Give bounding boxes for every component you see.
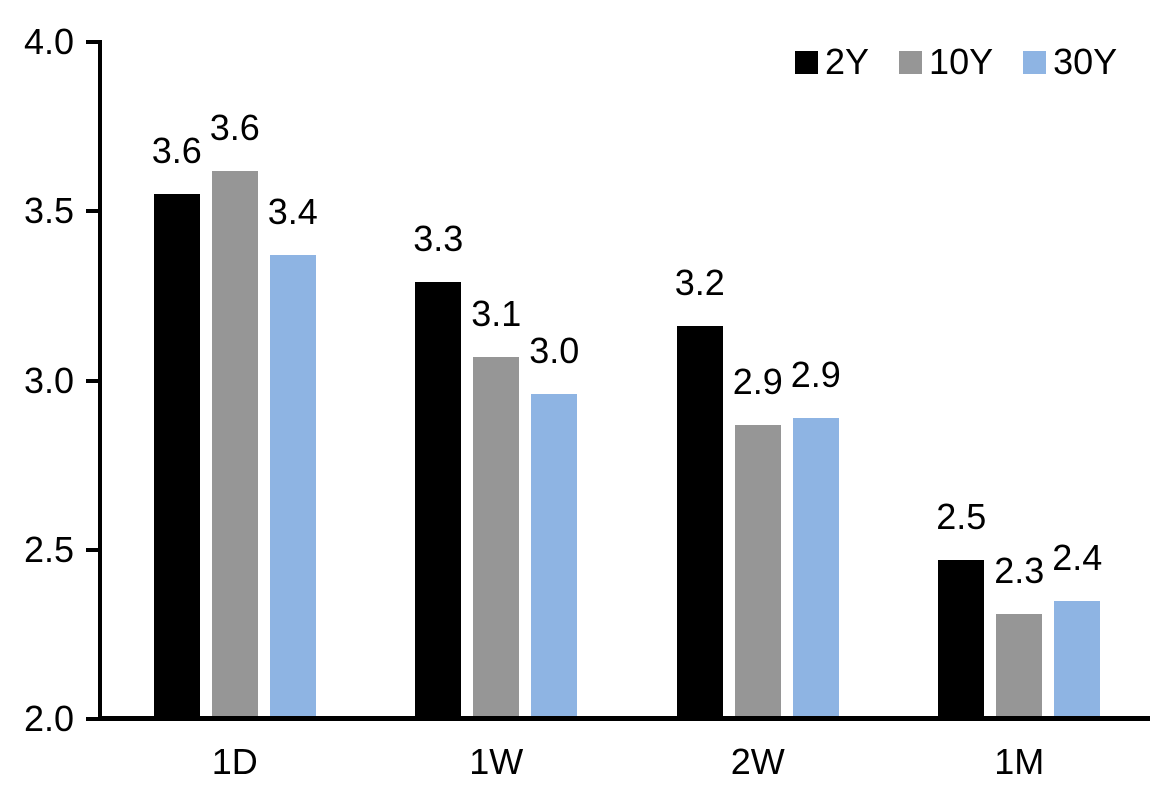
- bar-2y-1w: [415, 282, 462, 719]
- data-label-2y-1d: 3.6: [151, 130, 202, 172]
- data-label-10y-2w: 2.9: [732, 360, 783, 402]
- y-tick-label: 4.0: [23, 21, 74, 62]
- data-label-2y-1m: 2.5: [936, 495, 987, 537]
- bar-30y-2w: [792, 417, 839, 719]
- y-tick-label: 2.5: [23, 528, 74, 570]
- y-tick: [86, 209, 98, 214]
- y-tick-label: 3.5: [23, 190, 74, 232]
- x-axis-label-2w: 2W: [730, 741, 785, 782]
- x-axis-label-1m: 1M: [994, 741, 1045, 782]
- x-axis-label-1d: 1D: [211, 741, 258, 782]
- legend-label-2y: 2Y: [825, 41, 870, 82]
- x-axis-label-1w: 1W: [469, 741, 524, 782]
- legend-label-10y: 10Y: [929, 41, 994, 82]
- data-label-2y-2w: 3.2: [674, 262, 725, 304]
- data-label-30y-1d: 3.4: [267, 191, 318, 233]
- bar-2y-1m: [938, 559, 985, 719]
- y-tick-label: 2.0: [23, 698, 74, 739]
- data-label-30y-1m: 2.4: [1052, 536, 1103, 578]
- data-label-10y-1m: 2.3: [994, 550, 1045, 592]
- data-label-2y-1w: 3.3: [413, 218, 464, 260]
- legend-item-2y: 2Y: [795, 44, 869, 80]
- y-tick: [86, 547, 98, 552]
- y-tick-label: 3.0: [23, 359, 74, 401]
- bar-10y-1w: [473, 356, 520, 719]
- legend: 2Y 10Y 30Y: [795, 44, 1117, 80]
- y-tick: [86, 717, 98, 721]
- bar-10y-1m: [996, 614, 1043, 719]
- data-label-30y-1w: 3.0: [529, 330, 580, 372]
- legend-marker-10y-icon: [899, 50, 923, 74]
- legend-item-10y: 10Y: [899, 44, 993, 80]
- bar-30y-1w: [531, 394, 578, 719]
- x-axis-line: [98, 716, 1150, 721]
- data-label-10y-1d: 3.6: [209, 106, 260, 148]
- bar-10y-2w: [734, 424, 781, 719]
- bar-30y-1m: [1054, 600, 1101, 719]
- y-axis-line: [98, 40, 102, 721]
- data-label-10y-1w: 3.1: [471, 292, 522, 334]
- legend-marker-2y-icon: [795, 50, 818, 74]
- bar-30y-1d: [269, 255, 316, 719]
- legend-item-30y: 30Y: [1023, 44, 1117, 80]
- y-tick: [86, 378, 98, 383]
- bar-2y-2w: [676, 326, 723, 719]
- bar-2y-1d: [153, 194, 200, 719]
- bar-10y-1d: [211, 170, 258, 719]
- data-label-30y-2w: 2.9: [790, 353, 841, 395]
- legend-marker-30y-icon: [1023, 50, 1047, 74]
- legend-label-30y: 30Y: [1053, 41, 1118, 82]
- y-tick: [86, 40, 98, 44]
